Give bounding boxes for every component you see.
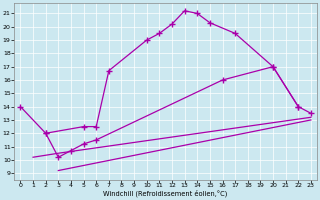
- X-axis label: Windchill (Refroidissement éolien,°C): Windchill (Refroidissement éolien,°C): [103, 190, 228, 197]
